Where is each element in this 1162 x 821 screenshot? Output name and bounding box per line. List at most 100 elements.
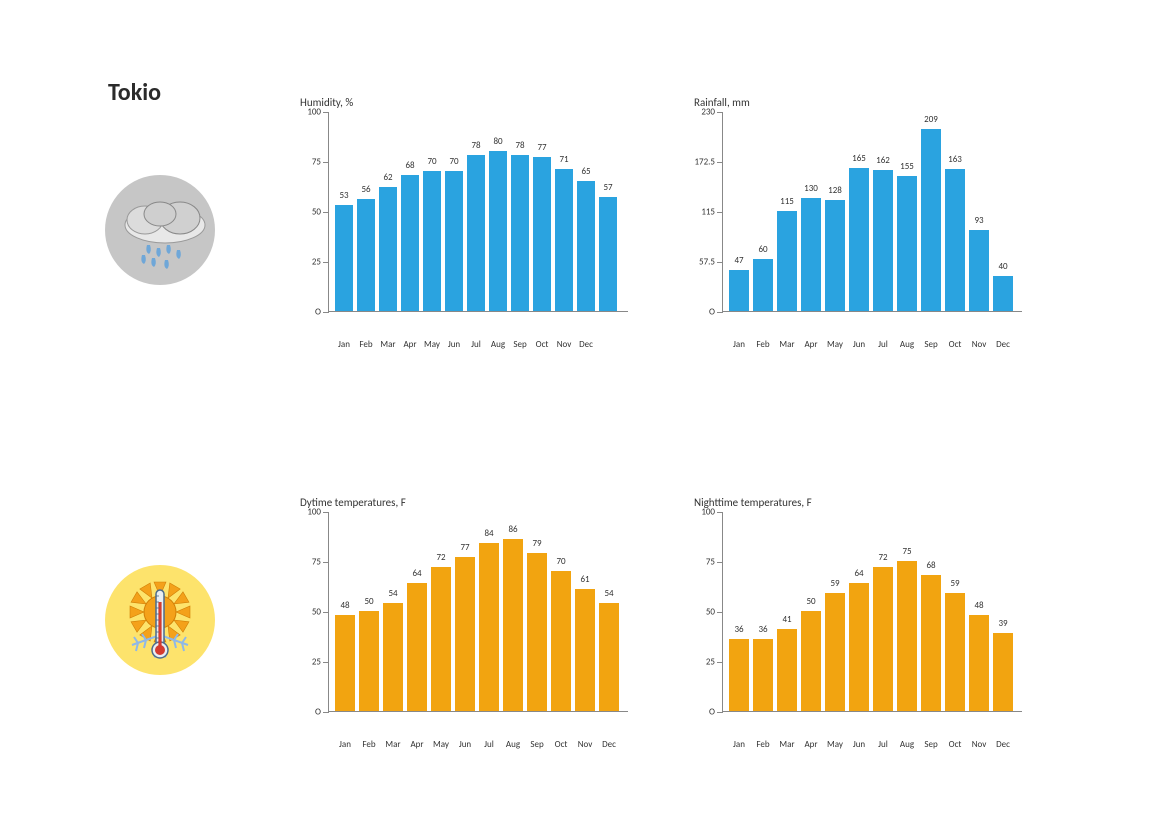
x-tick-label: Jul [479, 739, 499, 750]
x-tick-label: Sep [527, 739, 547, 750]
chart-plot: O255075100363641505964727568594839JanFeb… [722, 512, 1022, 712]
x-tick-label: Mar [383, 739, 403, 750]
x-tick-label: Sep [921, 339, 941, 350]
y-tick-label: 75 [706, 557, 715, 568]
x-tick-label: Apr [401, 339, 419, 350]
x-tick-label: Jun [455, 739, 475, 750]
bar: 130 [801, 198, 821, 311]
bar-value-label: 62 [379, 172, 397, 183]
bar: 86 [503, 539, 523, 711]
humidity-chart: Humidity, %O2550751005356626870707880787… [300, 100, 640, 360]
bar: 163 [945, 169, 965, 311]
bar: 50 [801, 611, 821, 711]
bar: 77 [455, 557, 475, 711]
bar-value-label: 36 [753, 624, 773, 635]
y-tick-label: O [709, 307, 715, 318]
bar-value-label: 70 [445, 156, 463, 167]
bar-value-label: 48 [335, 600, 355, 611]
y-tick-label: 50 [312, 607, 321, 618]
bar: 56 [357, 199, 375, 311]
bar-value-label: 75 [897, 546, 917, 557]
sun-thermometer-icon [100, 560, 240, 705]
bar-value-label: 80 [489, 136, 507, 147]
x-tick-label: Sep [921, 739, 941, 750]
x-tick-label: Mar [777, 339, 797, 350]
x-tick-label: Jun [849, 739, 869, 750]
bar-value-label: 128 [825, 185, 845, 196]
bar: 39 [993, 633, 1013, 711]
bar: 47 [729, 270, 749, 311]
y-tick [717, 312, 723, 313]
bar: 70 [445, 171, 463, 311]
bar-value-label: 84 [479, 528, 499, 539]
bar: 128 [825, 200, 845, 311]
x-tick-label: Oct [551, 739, 571, 750]
bar-value-label: 60 [753, 244, 773, 255]
bar: 60 [753, 259, 773, 311]
bar: 78 [467, 155, 485, 311]
bar: 79 [527, 553, 547, 711]
x-tick-label: Nov [575, 739, 595, 750]
bar: 54 [599, 603, 619, 711]
x-tick-label: Nov [555, 339, 573, 350]
x-tick-label: Jan [729, 339, 749, 350]
x-tick-label: Dec [993, 339, 1013, 350]
x-tick-label: Apr [407, 739, 427, 750]
bar-value-label: 70 [423, 156, 441, 167]
y-tick-label: 57.5 [699, 257, 715, 268]
rainfall-chart: Rainfall, mmO57.5115172.5230476011513012… [694, 100, 1034, 360]
x-tick-label: Jun [849, 339, 869, 350]
y-tick-label: O [315, 307, 321, 318]
bar-value-label: 56 [357, 184, 375, 195]
x-tick-label: Feb [753, 339, 773, 350]
bar-value-label: 155 [897, 161, 917, 172]
x-tick-label: Jan [335, 339, 353, 350]
bar-value-label: 70 [551, 556, 571, 567]
bar: 64 [849, 583, 869, 711]
x-labels: JanFebMarAprMayJunJulAugSepOctNovDec [329, 339, 628, 350]
bar-value-label: 59 [945, 578, 965, 589]
nighttime-chart: Nighttime temperatures, FO25507510036364… [694, 500, 1034, 760]
x-tick-label: Feb [359, 739, 379, 750]
x-tick-label: Aug [489, 339, 507, 350]
bar-value-label: 115 [777, 196, 797, 207]
y-tick-label: 172.5 [694, 157, 715, 168]
bar: 48 [335, 615, 355, 711]
bar: 209 [921, 129, 941, 311]
bar: 36 [753, 639, 773, 711]
bars-container: 53566268707078807877716557 [329, 112, 628, 311]
bar: 59 [825, 593, 845, 711]
bar: 64 [407, 583, 427, 711]
y-tick-label: 25 [312, 257, 321, 268]
bar: 165 [849, 168, 869, 311]
bar: 162 [873, 170, 893, 311]
x-tick-label: Apr [801, 339, 821, 350]
bars-container: 47601151301281651621552091639340 [723, 112, 1022, 311]
x-tick-label: Jun [445, 339, 463, 350]
bar: 93 [969, 230, 989, 311]
x-tick-label: May [431, 739, 451, 750]
bar-value-label: 54 [599, 588, 619, 599]
x-tick-label: Jul [467, 339, 485, 350]
x-tick-label: Feb [753, 739, 773, 750]
x-tick-label: Dec [577, 339, 595, 350]
bar-value-label: 54 [383, 588, 403, 599]
bar-value-label: 68 [921, 560, 941, 571]
x-tick-label: Apr [801, 739, 821, 750]
x-tick-label: Mar [379, 339, 397, 350]
bar: 71 [555, 169, 573, 311]
y-tick-label: 100 [701, 507, 715, 518]
bar-value-label: 65 [577, 166, 595, 177]
x-tick-label: May [825, 739, 845, 750]
bars-container: 485054647277848679706154 [329, 512, 628, 711]
bar-value-label: 77 [533, 142, 551, 153]
bar-value-label: 64 [407, 568, 427, 579]
y-tick-label: 25 [312, 657, 321, 668]
bar-value-label: 71 [555, 154, 573, 165]
bar-value-label: 162 [873, 155, 893, 166]
bar: 65 [577, 181, 595, 311]
bar-value-label: 61 [575, 574, 595, 585]
x-tick-label: Dec [993, 739, 1013, 750]
x-tick-label: Feb [357, 339, 375, 350]
bar-value-label: 93 [969, 215, 989, 226]
